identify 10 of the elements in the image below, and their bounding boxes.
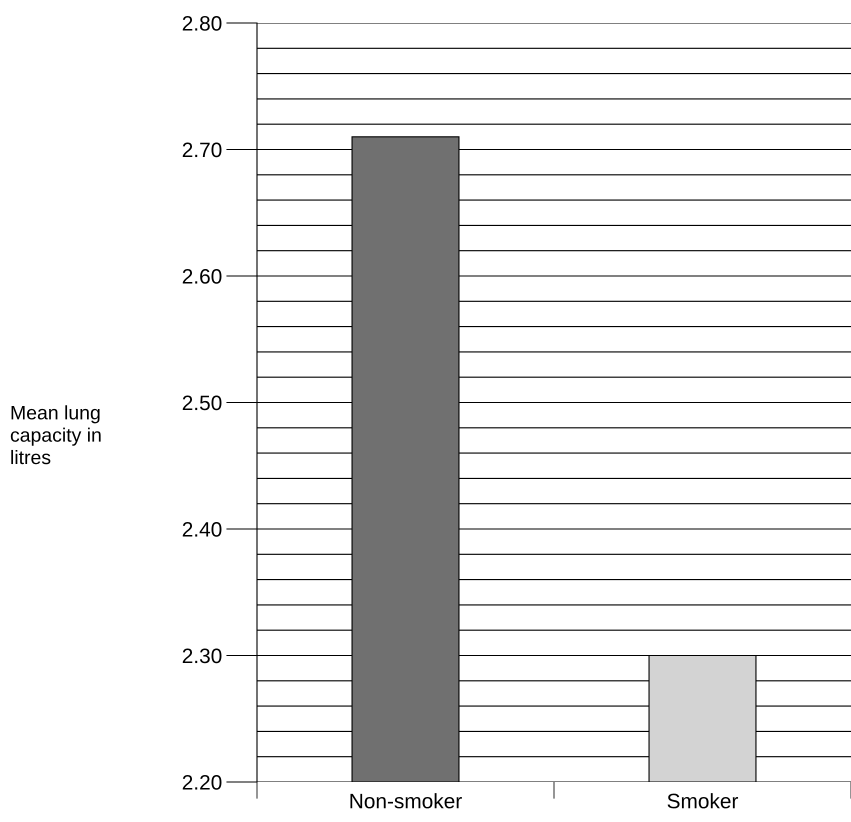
y-tick-label: 2.50 (182, 396, 222, 410)
y-tick-label: 2.60 (182, 269, 222, 284)
y-tick-label: 2.80 (182, 16, 222, 31)
x-tick-label: Non-smoker (350, 793, 462, 808)
y-tick-label: 2.30 (182, 648, 222, 664)
y-tick-label: 2.20 (182, 775, 222, 790)
x-tick-label: Smoker (668, 793, 738, 808)
y-tick-label: 2.70 (182, 142, 222, 158)
y-tick-label: 2.40 (182, 522, 222, 537)
y-axis-title: Mean lung capacity in litres (10, 405, 101, 464)
